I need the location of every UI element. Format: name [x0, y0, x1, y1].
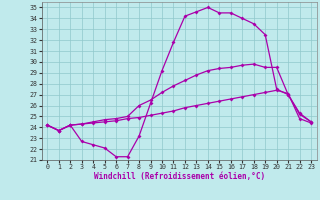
X-axis label: Windchill (Refroidissement éolien,°C): Windchill (Refroidissement éolien,°C) — [94, 172, 265, 181]
